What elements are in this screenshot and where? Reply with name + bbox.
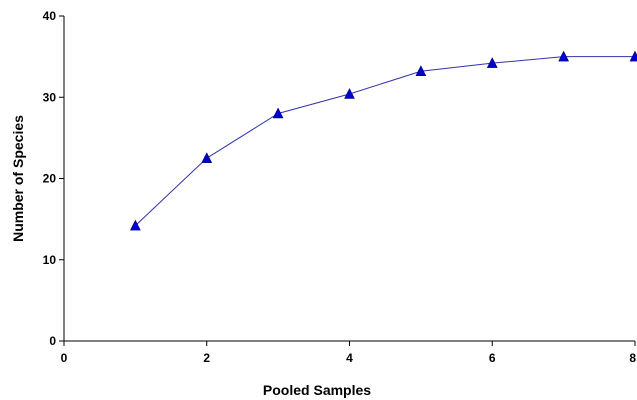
y-tick-label: 40 [43, 9, 57, 23]
data-point-marker [629, 50, 637, 62]
y-tick-label: 30 [43, 90, 57, 104]
series-line [135, 56, 635, 226]
data-point-marker [129, 219, 141, 231]
x-tick-label: 4 [346, 351, 353, 365]
x-tick-label: 2 [203, 351, 210, 365]
data-point-marker [486, 57, 498, 68]
axes [63, 16, 635, 342]
data-point-marker [272, 107, 284, 119]
data-point-marker [201, 152, 213, 163]
x-tick-label: 8 [629, 351, 636, 365]
data-point-marker [344, 87, 355, 99]
series-layer [129, 50, 637, 231]
data-point-marker [558, 50, 570, 62]
x-tick-label: 0 [61, 351, 68, 365]
y-tick-label: 10 [43, 253, 57, 267]
y-axis-title: Number of Species [10, 115, 26, 242]
data-point-marker [415, 65, 427, 76]
y-tick-label: 0 [49, 334, 56, 348]
y-axis-ticks: 0 10 20 30 40 [43, 9, 64, 348]
x-axis-ticks: 0 2 4 6 8 [61, 341, 636, 365]
x-tick-label: 6 [489, 351, 496, 365]
y-tick-label: 20 [43, 172, 57, 186]
x-axis-title: Pooled Samples [263, 382, 371, 398]
